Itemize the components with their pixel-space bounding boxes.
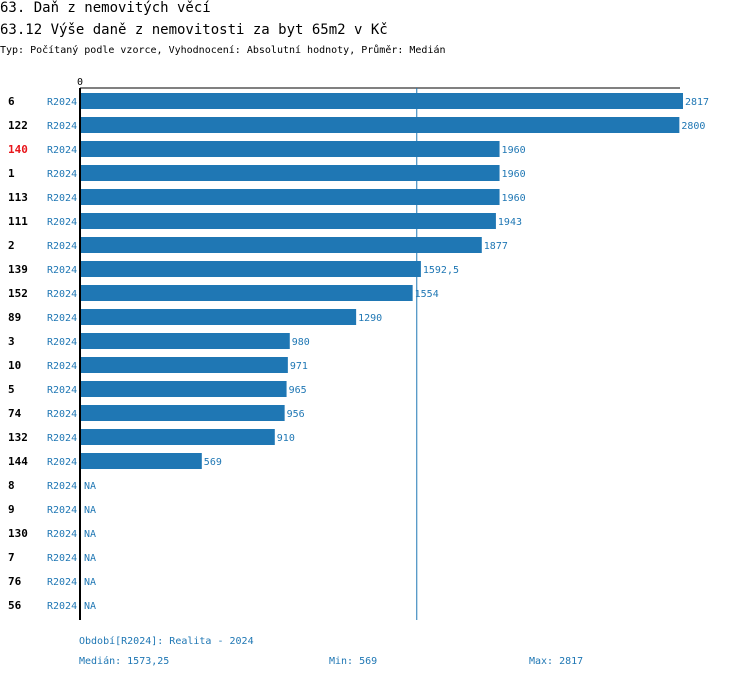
bar [80,189,500,205]
series-label: R2024 [47,601,77,612]
series-label: R2024 [47,289,77,300]
category-label: 6 [8,95,15,108]
category-label: 111 [8,215,28,228]
value-label: 965 [289,385,307,396]
category-label: 130 [8,527,28,540]
category-label: 113 [8,191,28,204]
bar [80,261,421,277]
value-label: NA [84,505,96,516]
value-label: 971 [290,361,308,372]
value-label: 1877 [484,241,508,252]
value-label: 2817 [685,97,709,108]
value-label: 1960 [502,193,526,204]
series-label: R2024 [47,529,77,540]
series-label: R2024 [47,553,77,564]
series-label: R2024 [47,217,77,228]
bar [80,429,275,445]
category-label: 76 [8,575,22,588]
category-label: 144 [8,455,28,468]
category-label: 56 [8,599,22,612]
series-label: R2024 [47,169,77,180]
series-label: R2024 [47,409,77,420]
value-label: NA [84,577,96,588]
value-label: 910 [277,433,295,444]
bar [80,285,413,301]
footer-min: Min: 569 [329,656,378,667]
series-label: R2024 [47,433,77,444]
x-tick-label: 0 [77,77,83,88]
category-label: 10 [8,359,21,372]
value-label: NA [84,481,96,492]
series-label: R2024 [47,241,77,252]
series-label: R2024 [47,265,77,276]
series-label: R2024 [47,481,77,492]
series-label: R2024 [47,505,77,516]
bar [80,453,202,469]
category-label: 9 [8,503,15,516]
bar [80,405,285,421]
value-label: 2800 [681,121,705,132]
category-label: 3 [8,335,15,348]
series-label: R2024 [47,97,77,108]
series-label: R2024 [47,313,77,324]
bar [80,141,500,157]
bar [80,165,500,181]
category-label: 132 [8,431,28,444]
category-label: 89 [8,311,21,324]
series-label: R2024 [47,361,77,372]
value-label: 1960 [502,145,526,156]
value-label: NA [84,529,96,540]
category-label: 7 [8,551,15,564]
value-label: NA [84,553,96,564]
series-label: R2024 [47,145,77,156]
value-label: 569 [204,457,222,468]
value-label: 1592,5 [423,265,459,276]
category-label: 122 [8,119,28,132]
bar [80,213,496,229]
category-label: 140 [8,143,28,156]
category-label: 152 [8,287,28,300]
value-label: 1554 [415,289,439,300]
value-label: NA [84,601,96,612]
chart-subtitle: 63.12 Výše daně z nemovitosti za byt 65m… [0,22,388,38]
footer-period: Období[R2024]: Realita - 2024 [79,636,254,647]
category-label: 74 [8,407,22,420]
bar [80,117,680,133]
category-label: 2 [8,239,15,252]
category-label: 1 [8,167,15,180]
bar [80,333,290,349]
series-label: R2024 [47,121,77,132]
footer-median: Medián: 1573,25 [79,656,170,667]
footer-max: Max: 2817 [529,656,584,667]
series-label: R2024 [47,457,77,468]
series-label: R2024 [47,193,77,204]
category-label: 5 [8,383,15,396]
value-label: 1943 [498,217,522,228]
bar [80,237,482,253]
bar [80,381,287,397]
series-label: R2024 [47,577,77,588]
chart-title: 63. Daň z nemovitých věcí [0,0,211,16]
category-label: 139 [8,263,28,276]
series-label: R2024 [47,337,77,348]
bar [80,93,683,109]
bar [80,309,357,325]
category-label: 8 [8,479,15,492]
value-label: 1290 [358,313,382,324]
bar [80,357,288,373]
value-label: 1960 [502,169,526,180]
chart-meta: Typ: Počítaný podle vzorce, Vyhodnocení:… [0,45,446,56]
series-label: R2024 [47,385,77,396]
value-label: 956 [287,409,305,420]
value-label: 980 [292,337,310,348]
